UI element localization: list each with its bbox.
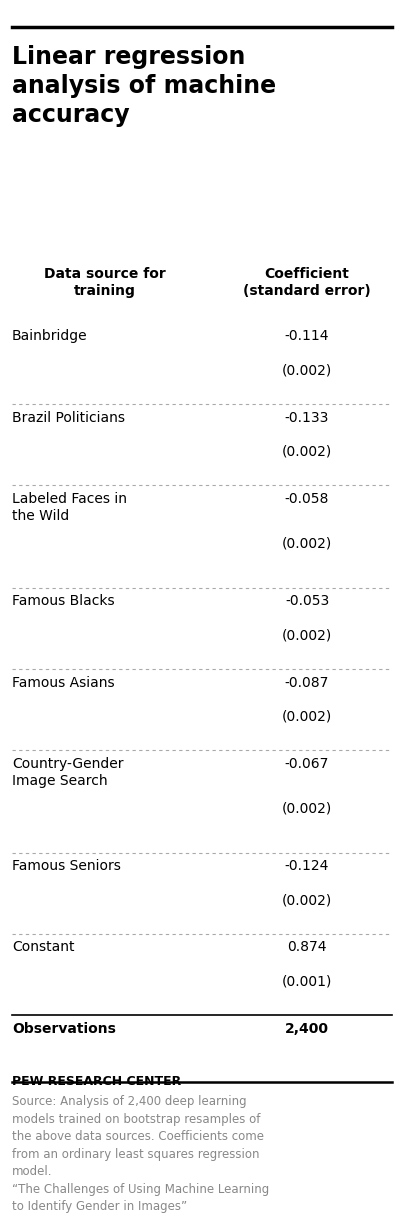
Text: Data source for
training: Data source for training <box>44 268 166 298</box>
Text: -0.087: -0.087 <box>285 676 329 689</box>
Text: Brazil Politicians: Brazil Politicians <box>12 411 125 424</box>
Text: (0.002): (0.002) <box>282 536 332 551</box>
Text: -0.124: -0.124 <box>285 860 329 873</box>
Text: Labeled Faces in
the Wild: Labeled Faces in the Wild <box>12 492 127 523</box>
Text: Country-Gender
Image Search: Country-Gender Image Search <box>12 756 124 788</box>
Text: -0.067: -0.067 <box>285 756 329 771</box>
Text: (0.002): (0.002) <box>282 894 332 907</box>
Text: Linear regression
analysis of machine
accuracy: Linear regression analysis of machine ac… <box>12 45 276 128</box>
Text: Famous Seniors: Famous Seniors <box>12 860 121 873</box>
Text: -0.114: -0.114 <box>285 330 329 343</box>
Text: (0.002): (0.002) <box>282 709 332 724</box>
Text: 0.874: 0.874 <box>287 940 327 955</box>
Text: (0.002): (0.002) <box>282 801 332 816</box>
Text: (0.002): (0.002) <box>282 629 332 642</box>
Text: Coefficient
(standard error): Coefficient (standard error) <box>243 268 371 298</box>
Text: -0.058: -0.058 <box>285 492 329 506</box>
Text: -0.053: -0.053 <box>285 595 329 608</box>
Text: (0.001): (0.001) <box>282 974 332 989</box>
Text: Source: Analysis of 2,400 deep learning
models trained on bootstrap resamples of: Source: Analysis of 2,400 deep learning … <box>12 1096 269 1214</box>
Text: -0.133: -0.133 <box>285 411 329 424</box>
Text: Observations: Observations <box>12 1021 116 1036</box>
Text: (0.002): (0.002) <box>282 364 332 377</box>
Text: Bainbridge: Bainbridge <box>12 330 88 343</box>
Text: (0.002): (0.002) <box>282 445 332 458</box>
Text: Famous Blacks: Famous Blacks <box>12 595 115 608</box>
Text: PEW RESEARCH CENTER: PEW RESEARCH CENTER <box>12 1075 181 1088</box>
Text: 2,400: 2,400 <box>285 1021 329 1036</box>
Text: Constant: Constant <box>12 940 75 955</box>
Text: Famous Asians: Famous Asians <box>12 676 115 689</box>
